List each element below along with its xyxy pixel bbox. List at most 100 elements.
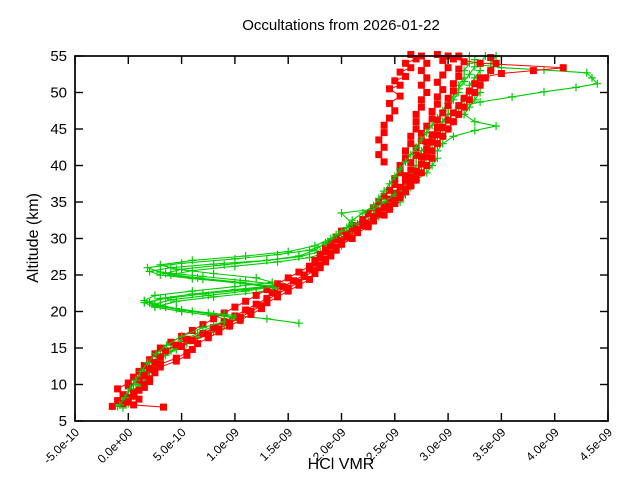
square-marker xyxy=(476,81,484,89)
square-marker xyxy=(188,327,196,334)
red-occultation-profile-5 xyxy=(343,51,567,241)
square-marker xyxy=(444,94,452,102)
square-marker xyxy=(428,115,436,123)
square-marker xyxy=(481,74,489,82)
square-marker xyxy=(130,373,138,381)
square-marker xyxy=(439,132,447,140)
square-marker xyxy=(380,204,388,212)
square-marker xyxy=(274,293,281,301)
square-marker xyxy=(226,322,234,330)
square-marker xyxy=(407,181,415,188)
square-marker xyxy=(412,118,420,126)
square-marker xyxy=(412,55,420,63)
square-marker xyxy=(433,51,441,58)
square-marker xyxy=(284,287,292,295)
plus-marker xyxy=(198,290,207,298)
square-marker xyxy=(412,110,420,118)
plus-marker xyxy=(540,87,548,96)
plus-marker xyxy=(460,77,469,86)
square-marker xyxy=(460,103,468,111)
plus-marker xyxy=(268,278,277,287)
plus-marker xyxy=(262,256,271,265)
square-marker xyxy=(140,372,148,380)
square-marker xyxy=(231,303,239,311)
square-marker xyxy=(492,59,500,67)
square-marker xyxy=(114,385,122,393)
square-marker xyxy=(124,382,132,390)
square-marker xyxy=(274,280,281,288)
y-tick-label: 15 xyxy=(50,340,67,357)
plus-marker xyxy=(449,132,458,141)
plus-marker xyxy=(241,252,250,260)
plus-marker xyxy=(209,260,218,269)
square-marker xyxy=(199,329,207,337)
square-marker xyxy=(290,277,297,285)
square-marker xyxy=(386,114,393,122)
square-marker xyxy=(402,172,409,180)
square-marker xyxy=(407,166,415,174)
square-marker xyxy=(471,80,479,88)
square-marker xyxy=(327,242,335,250)
square-marker xyxy=(348,235,356,242)
plus-marker xyxy=(115,400,124,409)
square-marker xyxy=(439,109,447,117)
y-tick-label: 50 xyxy=(50,85,67,102)
square-marker xyxy=(146,375,154,383)
square-marker xyxy=(380,121,388,129)
square-marker xyxy=(284,274,292,282)
plus-marker xyxy=(156,268,165,277)
square-marker xyxy=(444,64,452,72)
square-marker xyxy=(156,344,164,352)
square-marker xyxy=(465,87,473,95)
square-marker xyxy=(316,254,324,261)
square-marker xyxy=(210,324,218,332)
square-marker xyxy=(417,81,425,89)
plus-marker xyxy=(588,73,596,82)
plus-marker xyxy=(230,254,239,263)
square-marker xyxy=(428,147,436,155)
square-marker xyxy=(433,131,441,139)
plus-marker xyxy=(236,278,245,287)
square-marker xyxy=(151,369,159,377)
square-marker xyxy=(160,403,167,411)
plus-marker xyxy=(465,70,474,79)
plus-marker xyxy=(337,209,346,217)
square-marker xyxy=(407,132,415,140)
square-marker xyxy=(380,158,388,166)
square-marker xyxy=(140,381,148,388)
square-marker xyxy=(327,252,335,260)
plus-marker xyxy=(150,291,159,300)
square-marker xyxy=(295,281,303,289)
plus-marker xyxy=(193,273,202,282)
square-marker xyxy=(439,86,447,94)
y-tick-label: 10 xyxy=(50,377,67,394)
plus-marker xyxy=(492,122,501,131)
square-marker xyxy=(529,67,537,75)
plus-marker xyxy=(470,117,479,126)
plus-marker xyxy=(198,323,207,332)
plus-marker xyxy=(204,291,213,300)
square-marker xyxy=(423,153,431,161)
square-marker xyxy=(396,92,404,100)
square-marker xyxy=(444,125,452,133)
plus-marker xyxy=(294,319,303,328)
square-marker xyxy=(428,138,436,146)
square-marker xyxy=(380,192,388,200)
square-marker xyxy=(455,72,463,80)
plus-marker xyxy=(166,295,175,304)
plus-marker xyxy=(156,260,165,269)
square-marker xyxy=(359,221,367,229)
plus-marker xyxy=(412,143,421,152)
square-marker xyxy=(417,96,425,104)
square-marker xyxy=(428,154,436,162)
square-marker xyxy=(119,391,127,399)
square-marker xyxy=(402,59,409,67)
y-tick-label: 35 xyxy=(50,194,67,211)
plus-marker xyxy=(337,227,346,236)
square-marker xyxy=(465,96,473,104)
square-marker xyxy=(391,181,399,188)
square-marker xyxy=(460,58,468,66)
square-marker xyxy=(172,341,180,349)
plus-marker xyxy=(470,62,479,71)
square-marker xyxy=(162,347,170,355)
